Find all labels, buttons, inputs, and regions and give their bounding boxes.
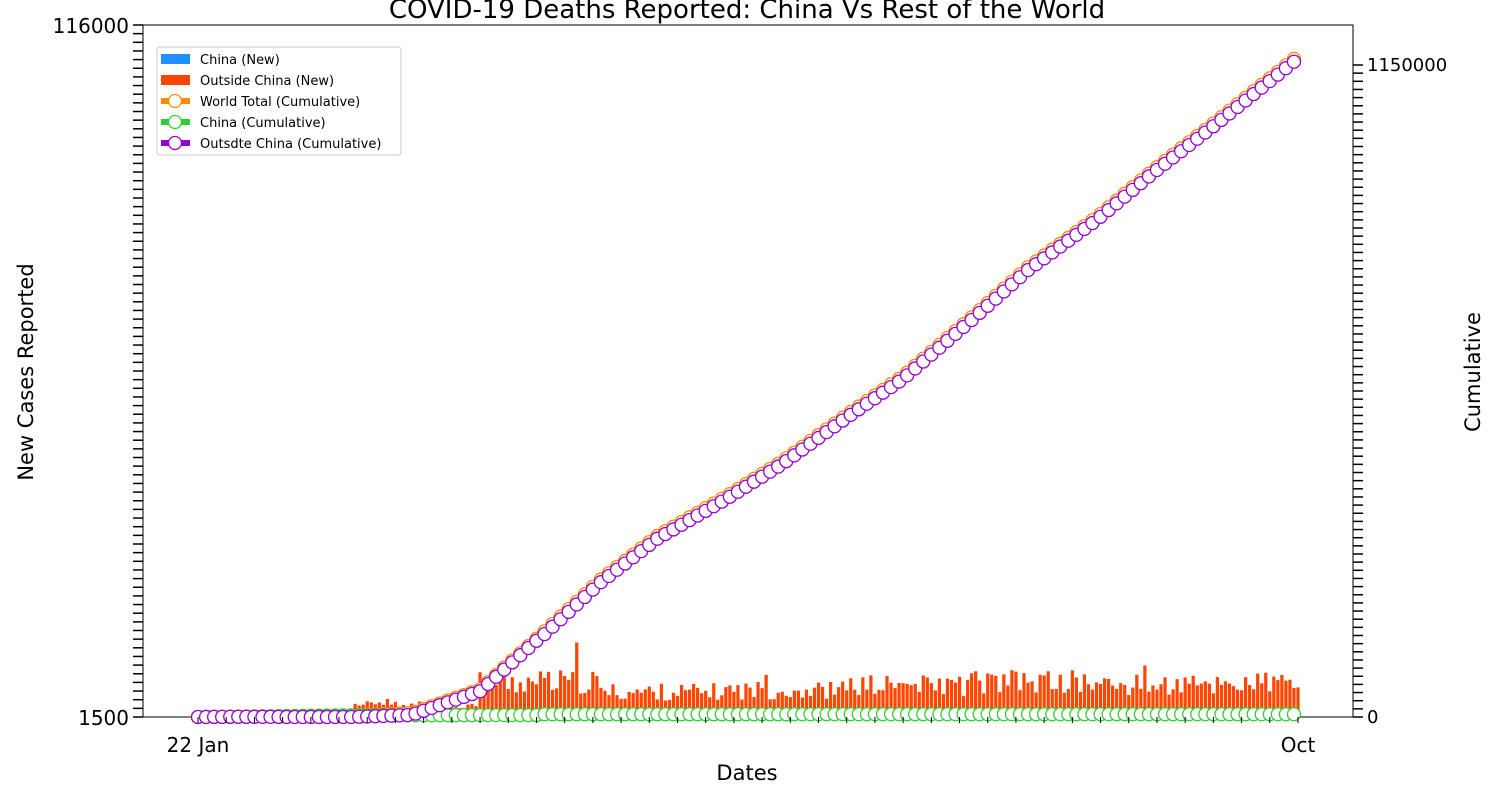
chart-title: COVID-19 Deaths Reported: China Vs Rest … bbox=[389, 0, 1105, 25]
bar-series bbox=[196, 642, 1299, 717]
line-outside-china-cumulative bbox=[198, 59, 1298, 718]
left-tick-label: 116000 bbox=[53, 14, 129, 38]
legend-swatch bbox=[161, 54, 190, 64]
y-axis-label-right: Cumulative bbox=[1461, 312, 1485, 432]
legend-label: World Total (Cumulative) bbox=[200, 95, 360, 110]
right-axis-ticks: 0 1150000 bbox=[1353, 55, 1447, 728]
legend-label: Outsdte China (Cumulative) bbox=[200, 137, 381, 152]
legend-label: China (New) bbox=[200, 53, 280, 68]
left-axis-ticks: 1500 116000 bbox=[53, 14, 143, 730]
x-tick-label: Oct bbox=[1281, 733, 1316, 757]
right-tick-label: 1150000 bbox=[1367, 55, 1447, 76]
legend-marker bbox=[169, 95, 182, 108]
x-axis-ticks: 22 Jan Oct bbox=[167, 717, 1316, 757]
bar-outside-china-new bbox=[575, 642, 578, 717]
legend-label: China (Cumulative) bbox=[200, 116, 326, 131]
point-outside-china-cumulative bbox=[1287, 55, 1300, 68]
legend-marker bbox=[169, 116, 182, 129]
legend-swatch bbox=[161, 75, 190, 85]
right-tick-label: 0 bbox=[1367, 707, 1378, 728]
legend-marker bbox=[169, 137, 182, 150]
point-china-cumulative bbox=[1287, 708, 1300, 721]
y-axis-label-left: New Cases Reported bbox=[14, 263, 38, 480]
x-tick-label: 22 Jan bbox=[167, 733, 230, 757]
legend: China (New) Outside China (New) World Tota… bbox=[157, 47, 401, 155]
legend-label: Outside China (New) bbox=[200, 74, 334, 89]
left-tick-label: 1500 bbox=[78, 706, 129, 730]
x-axis-label: Dates bbox=[716, 761, 777, 785]
